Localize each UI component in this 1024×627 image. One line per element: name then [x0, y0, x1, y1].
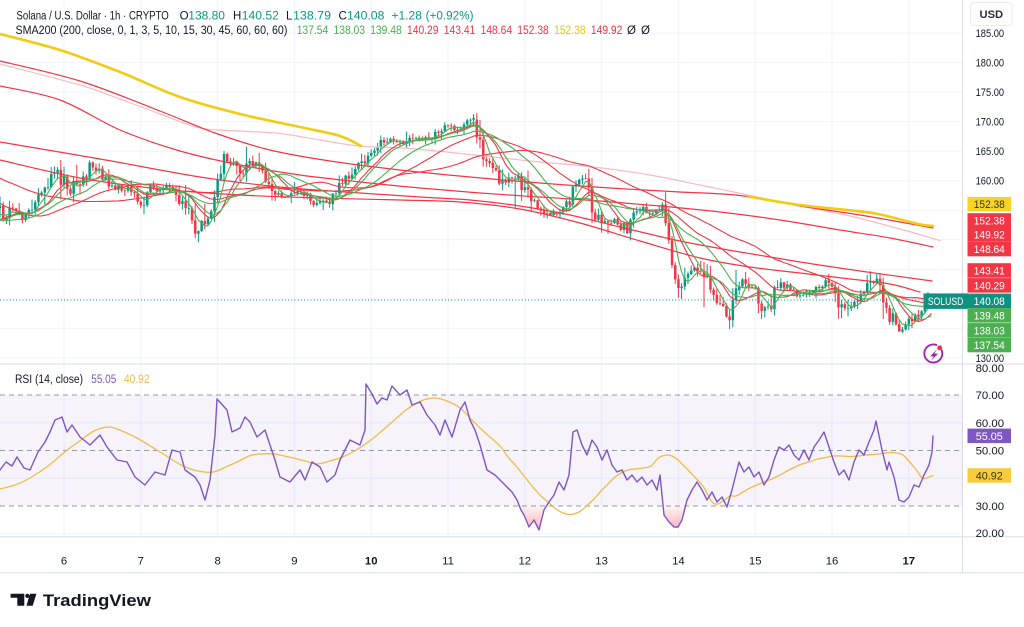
svg-text:16: 16	[826, 556, 839, 568]
svg-text:70.00: 70.00	[976, 390, 1005, 402]
svg-text:139.48: 139.48	[974, 310, 1005, 322]
svg-text:9: 9	[291, 556, 297, 568]
svg-text:20.00: 20.00	[976, 528, 1005, 540]
svg-text:143.41: 143.41	[974, 266, 1005, 278]
svg-text:10: 10	[365, 556, 378, 568]
svg-text:50.00: 50.00	[976, 446, 1005, 458]
svg-text:60.00: 60.00	[976, 418, 1005, 430]
svg-text:13: 13	[595, 556, 608, 568]
svg-text:175.00: 175.00	[976, 87, 1005, 99]
svg-text:137.54: 137.54	[974, 340, 1005, 352]
svg-text:8: 8	[214, 556, 220, 568]
svg-text:152.38: 152.38	[974, 199, 1005, 211]
svg-text:80.00: 80.00	[976, 363, 1005, 375]
svg-text:130.00: 130.00	[976, 353, 1005, 365]
svg-text:TradingView: TradingView	[43, 591, 152, 610]
svg-text:14: 14	[672, 556, 685, 568]
svg-text:17: 17	[903, 556, 916, 568]
svg-text:140.29: 140.29	[974, 280, 1005, 292]
svg-text:165.00: 165.00	[976, 146, 1005, 158]
svg-text:SMA200 (200, close, 0, 1, 3, 5: SMA200 (200, close, 0, 1, 3, 5, 10, 15, …	[16, 25, 651, 37]
svg-text:160.00: 160.00	[976, 176, 1005, 188]
svg-text:149.92: 149.92	[974, 230, 1005, 242]
svg-text:15: 15	[749, 556, 762, 568]
svg-text:11: 11	[442, 556, 454, 568]
svg-text:138.03: 138.03	[974, 325, 1005, 337]
svg-text:55.05: 55.05	[976, 431, 1003, 443]
svg-text:152.38: 152.38	[974, 216, 1005, 228]
svg-text:140.08: 140.08	[974, 296, 1005, 308]
svg-text:12: 12	[519, 556, 532, 568]
svg-text:148.64: 148.64	[974, 244, 1005, 256]
svg-text:6: 6	[61, 556, 67, 568]
svg-text:Solana / U.S. Dollar · 1h · CR: Solana / U.S. Dollar · 1h · CRYPTO O138.8…	[16, 10, 473, 22]
svg-text:USD: USD	[979, 9, 1003, 21]
svg-text:40.92: 40.92	[976, 471, 1003, 483]
svg-text:SOLUSD: SOLUSD	[928, 296, 963, 308]
svg-text:7: 7	[138, 556, 144, 568]
svg-text:170.00: 170.00	[976, 117, 1005, 129]
svg-text:180.00: 180.00	[976, 58, 1005, 70]
svg-text:185.00: 185.00	[976, 28, 1005, 40]
svg-text:30.00: 30.00	[976, 501, 1005, 513]
